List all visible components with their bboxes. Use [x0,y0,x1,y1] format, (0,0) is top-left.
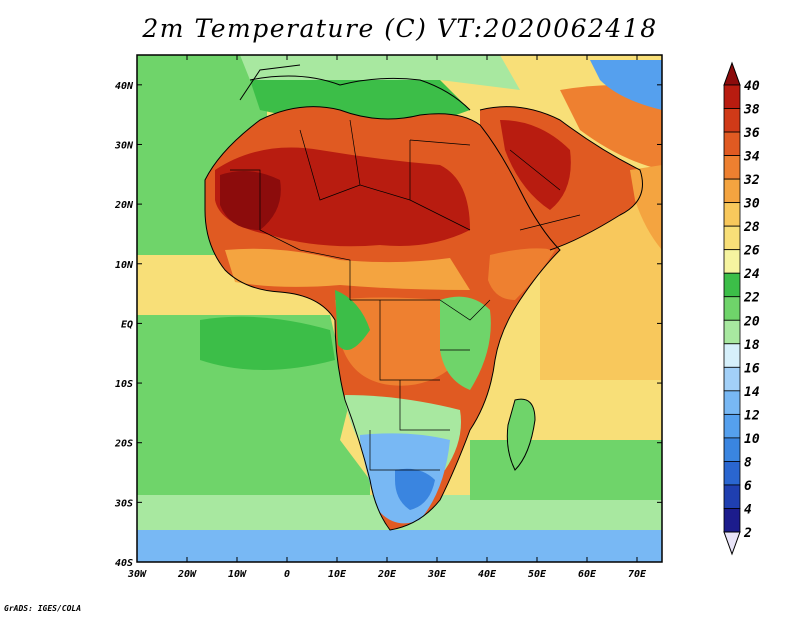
colorbar-label: 40 [744,79,760,94]
colorbar-label: 18 [744,338,760,353]
country-borders [230,119,581,471]
longitude-labels: 30W 20W 10W 0 10E 20E 30E 40E 50E 60E 70E [127,569,647,580]
colorbar-swatch [723,225,741,251]
lon-tick-label: 30E [427,569,447,580]
colorbar-label: 38 [743,103,760,118]
colorbar-label: 32 [743,173,760,188]
lat-tick-label: 10S [115,379,133,390]
colorbar-swatch [723,84,741,109]
colorbar-swatch [723,108,741,133]
highveld-cold-core [395,468,435,510]
colorbar-under-arrow [723,531,741,556]
lon-tick-label: 60E [578,569,597,580]
lon-tick-label: 50E [528,569,547,580]
colorbar-swatch [723,131,741,156]
colorbar-label: 20 [743,314,760,329]
colorbar-swatch [723,202,741,227]
colorbar-swatch [723,390,741,415]
colorbar-label: 8 [744,455,752,470]
colorbar-label: 4 [744,502,752,517]
arabia-hot-core [500,120,571,210]
india-field [630,165,662,250]
colorbar-label: 36 [743,126,760,141]
colorbar-label: 16 [744,361,760,376]
map-title: 2m Temperature (C) VT:2020062418 [142,14,658,43]
latitude-labels: 40S 30S 20S 10S EQ 10N 20N 30N 40N [114,81,134,569]
central-africa-field [335,297,463,386]
map-frame [136,54,663,563]
indian-ocean-south-field [470,440,662,500]
colorbar-label: 6 [744,479,752,494]
lat-tick-label: 30N [114,140,134,151]
colorbar-swatch [723,508,741,533]
colorbar-over-arrow [723,61,741,86]
lon-tick-label: 30W [127,569,147,580]
lon-tick-label: 10E [328,569,347,580]
colorbar-swatch [723,461,741,486]
caucasus-cool-field [590,60,662,110]
axis-ticks [136,55,662,563]
lat-tick-label: 40S [115,558,133,569]
colorbar-label: 14 [744,385,760,400]
colorbar-label: 30 [743,197,760,212]
east-africa-highlands [440,296,491,390]
horn-of-africa-field [488,248,555,300]
colorbar-swatch [723,249,741,274]
colorbar-label: 28 [743,220,760,235]
colorbar-label: 2 [743,526,752,541]
colorbar-swatch [723,272,741,298]
lat-tick-label: 30S [114,498,133,509]
lat-tick-label: 20S [114,439,133,450]
colorbar-swatch [723,319,741,345]
lon-tick-label: 20W [177,569,197,580]
west-sahara-extreme [220,171,281,230]
coastlines [204,64,643,531]
sahara-hot-core [215,147,470,247]
colorbar-swatch [723,343,741,368]
colorbar-swatch [723,296,741,321]
lon-tick-label: 70E [628,569,647,580]
far-south-ocean-field [137,530,662,562]
colorbar-label: 12 [744,408,760,423]
credit-text: GrADS: IGES/COLA [4,604,82,613]
temperature-map [137,55,662,562]
lat-tick-label: EQ [121,319,133,330]
colorbar-swatch [723,366,741,392]
colorbar-label: 10 [744,432,760,447]
lon-tick-label: 0 [284,569,290,580]
colorbar-label: 26 [743,244,760,259]
lat-tick-label: 10N [115,260,134,271]
colorbar-label: 22 [743,291,760,306]
colorbar-swatch [723,155,741,180]
colorbar-swatch [723,178,741,204]
colorbar-swatch [723,413,741,439]
lon-tick-label: 10W [228,569,247,580]
lon-tick-label: 40E [478,569,497,580]
lon-tick-label: 20E [377,569,397,580]
sahel-band [225,248,470,290]
madagascar [506,398,536,471]
iran-field [560,85,662,170]
colorbar-label: 24 [743,267,760,282]
congo-cool-field [335,290,370,350]
arabian-sea-field [540,200,662,380]
lat-tick-label: 40N [115,81,134,92]
europe-field [240,55,520,90]
colorbar-swatch [723,484,741,509]
lat-tick-label: 20N [114,200,134,211]
gulf-guinea-cool-field [200,316,335,370]
colorbar-swatch [723,437,741,462]
colorbar: 40 38 36 34 32 30 28 26 24 22 20 18 16 14 12 10 8 6 4 2 [723,61,760,556]
colorbar-label: 34 [743,150,760,165]
